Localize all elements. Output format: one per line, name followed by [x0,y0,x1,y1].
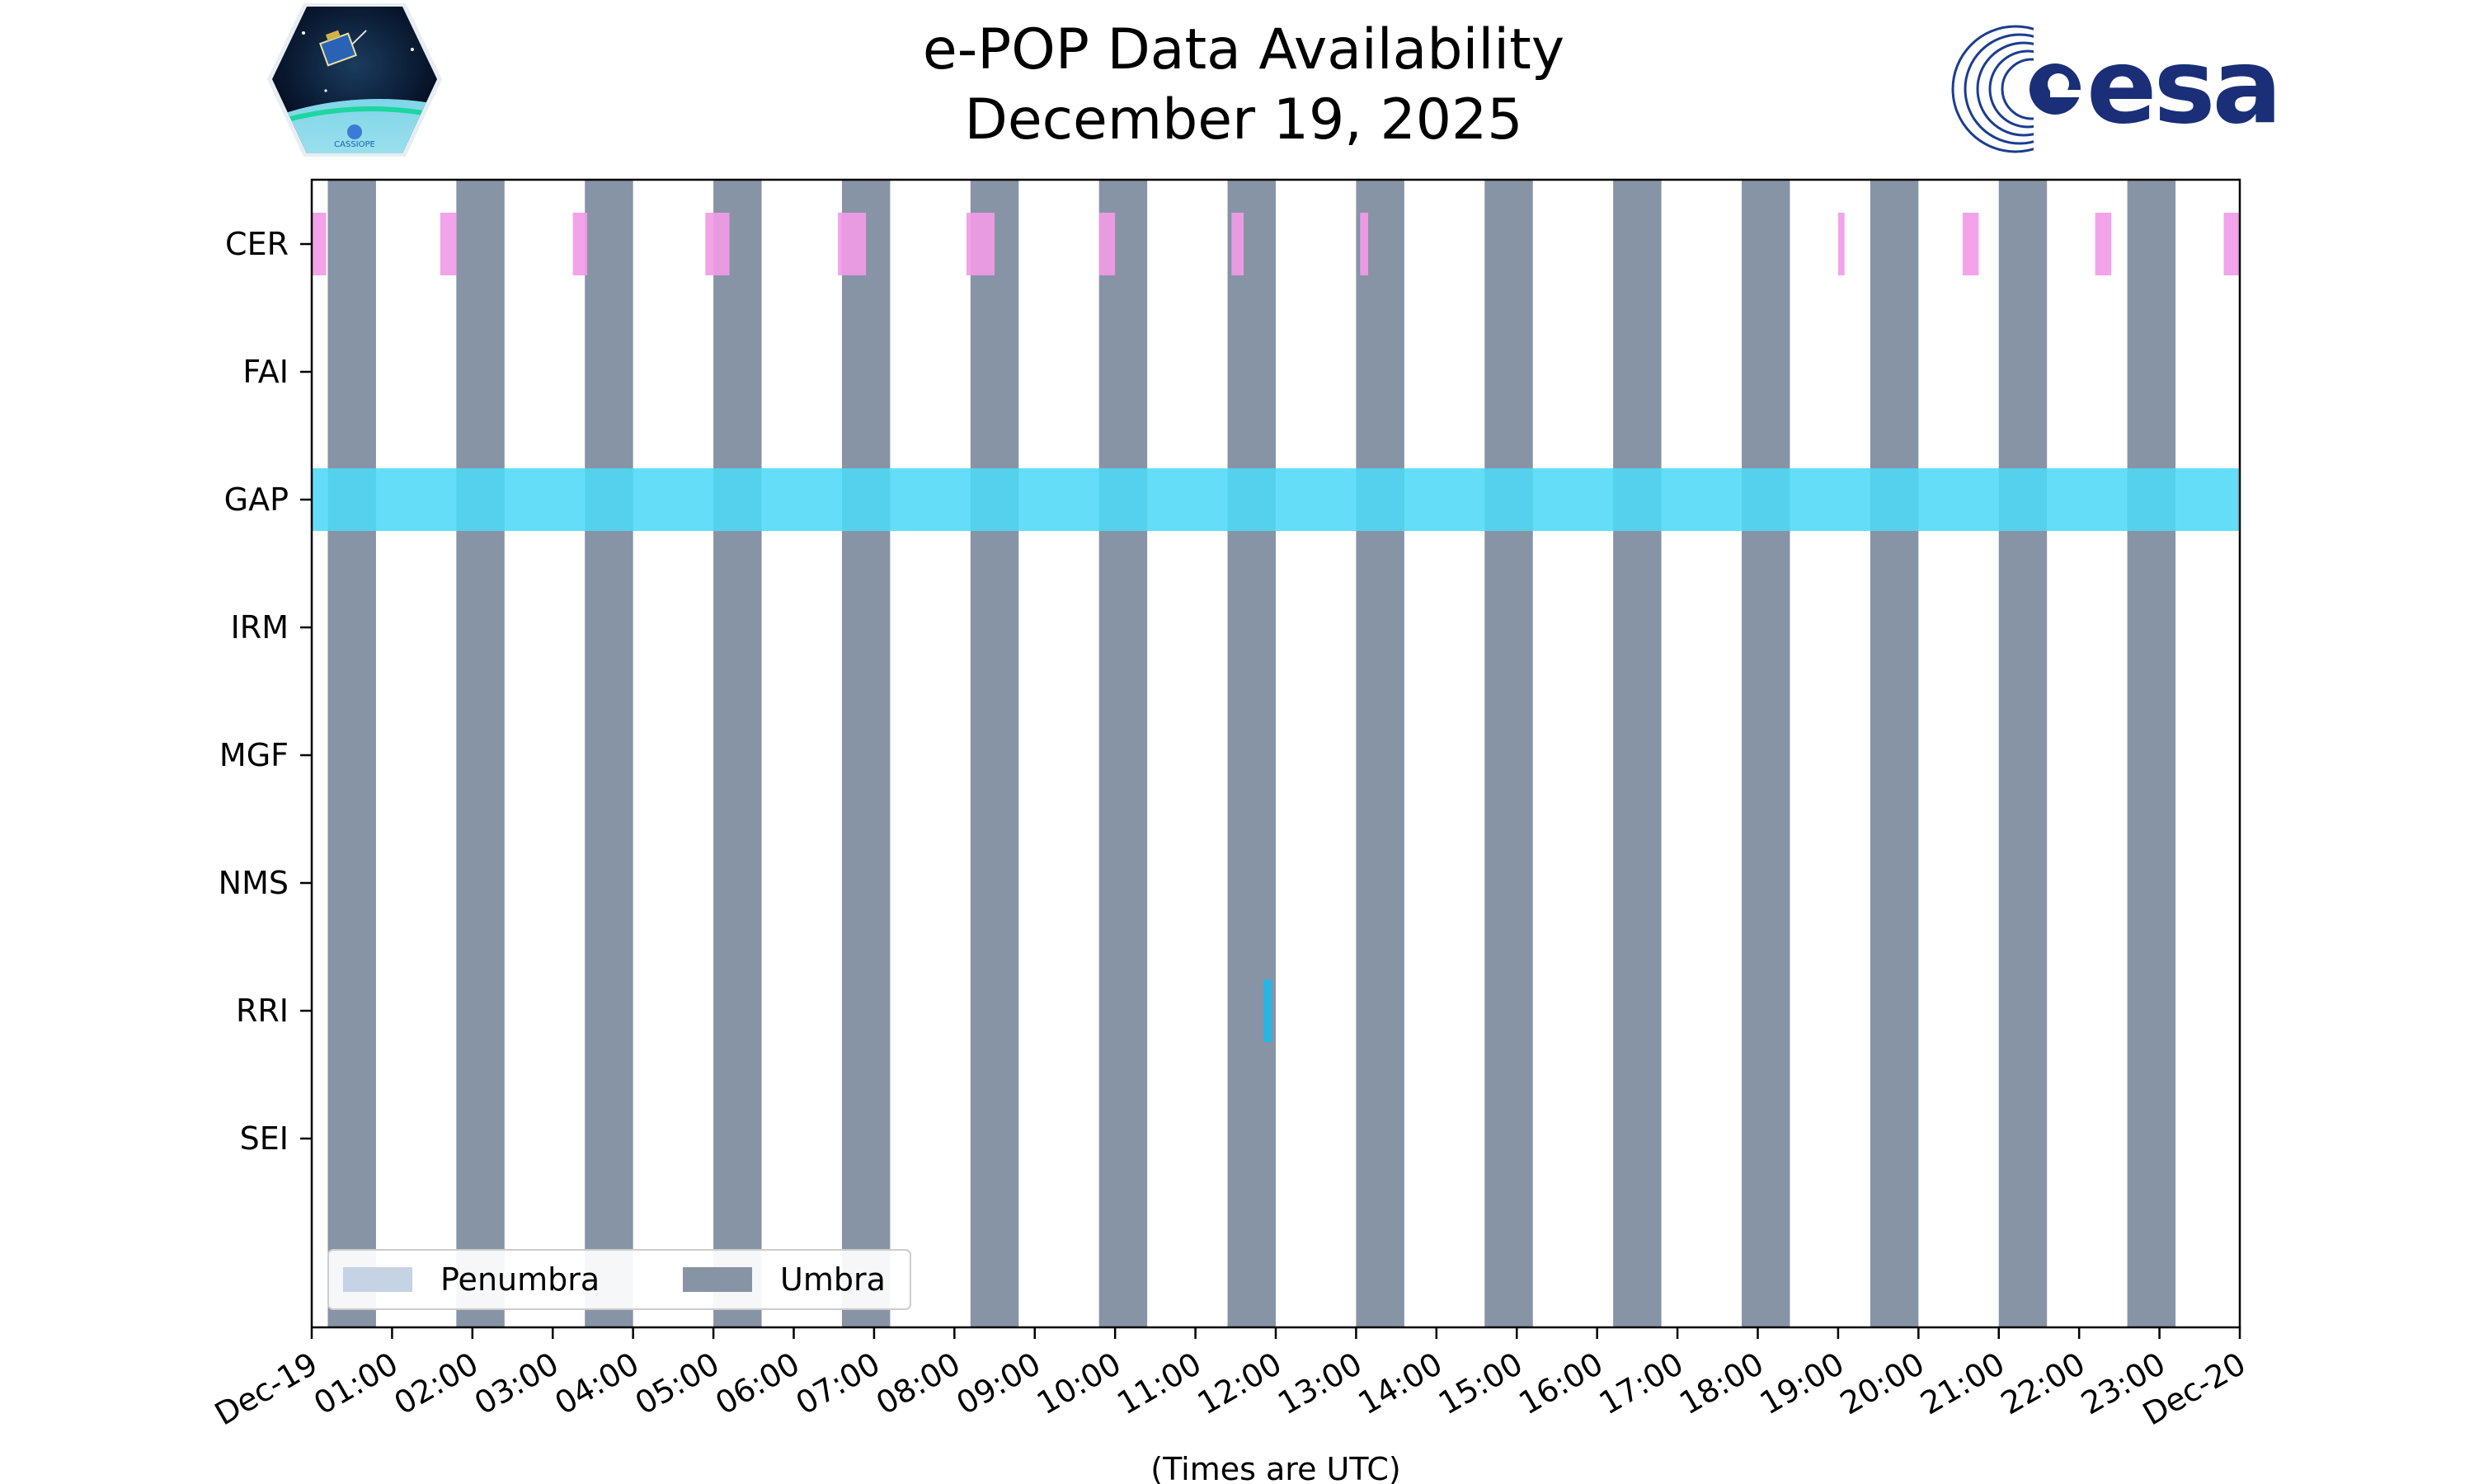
y-tick-label-rri: RRI [236,993,289,1029]
legend-label-penumbra: Penumbra [440,1261,600,1298]
chart-title: e-POP Data Availability [923,17,1564,82]
umbra-band-5 [970,180,1019,1327]
data-bar-cer-10 [1962,213,1979,275]
esa-wordmark: esa [2086,26,2279,147]
x-tick-label-21: 21:00 [1914,1345,2011,1422]
x-tick-label-4: 04:00 [548,1345,645,1422]
x-tick-label-7: 07:00 [790,1345,887,1422]
data-bar-cer-8 [1360,213,1369,275]
y-tick-label-mgf: MGF [219,737,289,773]
x-tick-label-15: 15:00 [1432,1345,1529,1422]
umbra-band-8 [1356,180,1404,1327]
x-tick-label-3: 03:00 [468,1345,565,1422]
umbra-band-0 [327,180,376,1327]
x-tick-label-8: 08:00 [870,1345,967,1422]
plot-area: CER FAI GAP IRM MGF NMS RRI SEI Dec-1901:0002:00… [209,178,2252,1433]
x-tick-label-18: 18:00 [1673,1345,1770,1422]
x-tick-label-17: 17:00 [1593,1345,1690,1422]
legend-swatch-umbra [683,1267,752,1292]
legend-box [327,1249,911,1310]
data-bar-rri-0 [1263,979,1272,1042]
data-bar-cer-2 [572,213,588,275]
umbra-band-3 [713,180,762,1327]
x-tick-label-16: 16:00 [1512,1345,1609,1422]
umbra-band-4 [841,180,891,1327]
umbra-band-6 [1098,180,1148,1327]
y-tick-label-fai: FAI [242,354,289,390]
y-tick-label-cer: CER [225,226,289,262]
legend-label-umbra: Umbra [780,1261,886,1298]
x-tick-label-11: 11:00 [1111,1345,1207,1422]
esa-logo: esa [1951,21,2282,157]
data-bar-cer-5 [966,213,995,275]
svg-text:CASSIOPE: CASSIOPE [334,140,375,149]
x-axis-label: (Times are UTC) [1150,1451,1400,1484]
x-tick-label-14: 14:00 [1352,1345,1448,1422]
data-bar-gap-0 [312,468,2240,531]
data-bar-cer-9 [1837,213,1845,275]
y-tick-label-sei: SEI [240,1120,289,1157]
data-bar-cer-1 [440,213,457,275]
x-tick-label-20: 20:00 [1834,1345,1931,1422]
data-bar-cer-11 [2095,213,2112,275]
umbra-band-14 [2127,180,2176,1327]
x-tick-label-22: 22:00 [1995,1345,2091,1422]
x-tick-label-19: 19:00 [1754,1345,1851,1422]
data-bar-cer-12 [2223,213,2240,275]
umbra-band-9 [1484,180,1533,1327]
chart-subtitle: December 19, 2025 [964,87,1522,153]
data-bar-cer-3 [705,213,730,275]
umbra-band-1 [456,180,505,1327]
x-tick-label-6: 06:00 [709,1345,806,1422]
x-tick-label-9: 09:00 [950,1345,1047,1422]
x-tick-label-5: 05:00 [629,1345,726,1422]
x-tick-label-0: Dec-19 [209,1345,323,1433]
umbra-band-7 [1227,180,1276,1327]
y-tick-label-irm: IRM [231,609,289,646]
legend-swatch-penumbra [343,1267,412,1292]
umbra-band-12 [1870,180,1919,1327]
x-tick-label-2: 02:00 [388,1345,484,1422]
umbra-band-11 [1742,180,1790,1327]
y-tick-label-gap: GAP [224,481,289,518]
y-tick-label-nms: NMS [219,865,289,901]
data-bar-cer-0 [312,213,327,275]
x-tick-label-1: 01:00 [308,1345,404,1422]
x-tick-label-13: 13:00 [1272,1345,1368,1422]
x-tick-label-10: 10:00 [1031,1345,1127,1422]
data-bar-cer-7 [1231,213,1244,275]
legend-layer: Penumbra Umbra [327,1249,911,1310]
x-tick-label-12: 12:00 [1192,1345,1288,1422]
data-bar-cer-4 [838,213,867,275]
umbra-band-2 [585,180,633,1327]
umbra-band-13 [1998,180,2048,1327]
umbra-band-10 [1613,180,1662,1327]
data-bar-cer-6 [1098,213,1116,275]
